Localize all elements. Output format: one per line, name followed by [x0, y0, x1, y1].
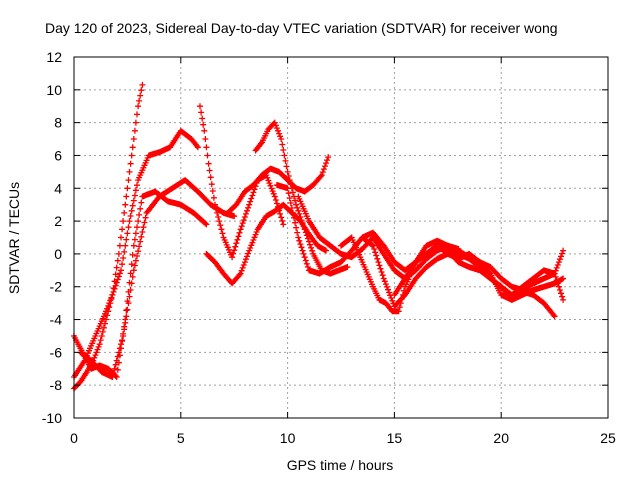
y-tick-label: 10	[46, 82, 62, 98]
y-tick-label: 12	[46, 49, 62, 65]
x-tick-label: 20	[493, 430, 509, 446]
series-7	[224, 154, 332, 216]
series-14	[455, 259, 567, 303]
y-tick-label: -8	[50, 377, 63, 393]
y-tick-label: 6	[54, 147, 62, 163]
x-axis-label: GPS time / hours	[287, 457, 394, 473]
y-tick-label: 8	[54, 115, 62, 131]
plot-frame	[73, 56, 609, 419]
y-tick-label: -6	[50, 344, 63, 360]
y-axis-label: SDTVAR / TECUs	[6, 182, 22, 294]
series-markers	[197, 103, 287, 261]
x-tick-label: 25	[600, 430, 616, 446]
y-tick-label: -10	[42, 410, 62, 426]
x-tick-label: 10	[280, 430, 296, 446]
x-tick-label: 5	[177, 430, 185, 446]
series-1	[71, 81, 146, 392]
ticks: 0 5 10 15 20 25 -10 -8 -6 -4 -2 0 2 4 6 8 10 12	[42, 49, 616, 446]
y-tick-label: -2	[50, 279, 63, 295]
chart-title: Day 120 of 2023, Sidereal Day-to-day VTE…	[45, 20, 558, 36]
y-tick-label: 4	[54, 180, 62, 196]
x-tick-label: 0	[70, 430, 78, 446]
series-8	[252, 119, 351, 277]
series-markers	[252, 119, 351, 277]
series-markers	[224, 154, 332, 216]
y-tick-label: 0	[54, 246, 62, 262]
series-markers	[455, 259, 567, 303]
y-tick-label: -4	[50, 312, 63, 328]
data-points	[71, 81, 567, 392]
series-markers	[77, 177, 238, 380]
y-tick-label: 2	[54, 213, 62, 229]
grid	[74, 57, 608, 418]
series-5	[197, 103, 287, 261]
series-4	[77, 177, 238, 380]
x-tick-label: 15	[387, 430, 403, 446]
series-markers	[71, 81, 146, 392]
